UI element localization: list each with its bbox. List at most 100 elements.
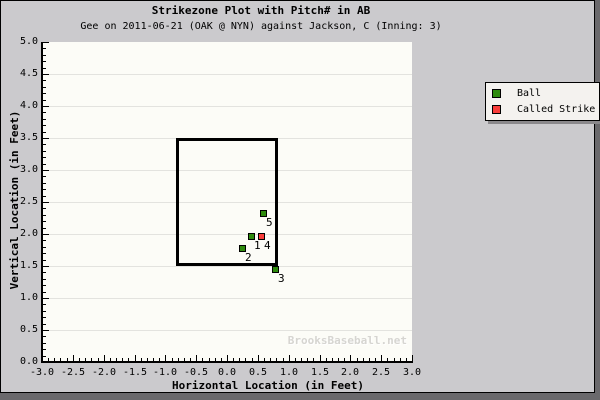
pitch-marker-ball [248, 233, 255, 240]
x-tick [190, 358, 191, 361]
x-tick-label: -2.5 [60, 367, 86, 378]
x-tick [301, 358, 302, 361]
x-tick [233, 358, 234, 361]
x-tick [178, 358, 179, 361]
y-tick [43, 234, 49, 235]
x-tick [400, 358, 401, 361]
legend: Ball Called Strike [485, 82, 600, 121]
y-tick [43, 164, 46, 165]
pitch-number-label: 3 [278, 272, 285, 285]
x-tick [283, 358, 284, 361]
y-tick [43, 132, 46, 133]
legend-item-ball: Ball [490, 85, 599, 101]
y-tick-label: 0.5 [19, 324, 38, 335]
called-strike-swatch-icon [492, 104, 501, 114]
y-tick [43, 304, 46, 305]
x-tick [258, 355, 259, 361]
gridline [43, 202, 412, 203]
x-axis-line [41, 361, 413, 363]
y-tick [43, 221, 46, 222]
y-tick [43, 170, 49, 171]
y-tick [43, 343, 46, 344]
pitch-number-label: 5 [266, 216, 273, 229]
x-tick-label: 3.0 [402, 367, 422, 378]
y-tick [43, 317, 46, 318]
x-tick [184, 358, 185, 361]
x-tick-label: -1.5 [122, 367, 148, 378]
y-tick [43, 266, 49, 267]
y-tick [43, 356, 46, 357]
y-tick [43, 285, 46, 286]
x-tick [48, 358, 49, 361]
x-tick [326, 358, 327, 361]
y-tick [43, 330, 49, 331]
y-tick [43, 228, 46, 229]
x-tick [369, 358, 370, 361]
chart-title: Strikezone Plot with Pitch# in AB [151, 4, 371, 17]
x-tick [202, 358, 203, 361]
ball-swatch-icon [492, 88, 501, 98]
x-tick [289, 355, 290, 361]
x-tick [128, 358, 129, 361]
x-tick [239, 358, 240, 361]
y-tick [43, 247, 46, 248]
x-tick [165, 355, 166, 361]
y-tick [43, 183, 46, 184]
y-tick [43, 324, 46, 325]
y-tick-label: 5.0 [19, 36, 38, 47]
gridline [43, 330, 412, 331]
y-tick [43, 125, 46, 126]
x-tick-label: 1.5 [310, 367, 330, 378]
x-tick [412, 355, 413, 361]
x-tick [307, 358, 308, 361]
pitch-number-label: 1 [254, 239, 261, 252]
x-tick [79, 358, 80, 361]
y-tick-label: 2.5 [19, 196, 38, 207]
x-tick [344, 358, 345, 361]
x-tick [172, 358, 173, 361]
x-tick [221, 358, 222, 361]
y-tick [43, 272, 46, 273]
pitch-marker-ball [239, 245, 246, 252]
x-tick [141, 358, 142, 361]
gridline [43, 170, 412, 171]
y-tick [43, 298, 49, 299]
x-tick [381, 355, 382, 361]
x-tick [104, 355, 105, 361]
y-tick [43, 55, 46, 56]
y-tick-label: 3.0 [19, 164, 38, 175]
x-tick [227, 355, 228, 361]
y-tick [43, 362, 49, 363]
y-tick [43, 106, 49, 107]
x-tick [394, 358, 395, 361]
x-tick-label: 0.5 [248, 367, 268, 378]
strikezone-rect [176, 138, 278, 266]
y-tick-label: 4.5 [19, 68, 38, 79]
x-tick [67, 358, 68, 361]
y-tick [43, 42, 49, 43]
y-tick-label: 3.5 [19, 132, 38, 143]
x-tick [42, 355, 43, 361]
x-tick [54, 358, 55, 361]
y-tick [43, 196, 46, 197]
y-axis-title: Vertical Location (in Feet) [8, 110, 21, 290]
x-tick-label: 0.0 [217, 367, 237, 378]
x-tick [270, 358, 271, 361]
x-tick [159, 358, 160, 361]
y-tick [43, 80, 46, 81]
y-tick [43, 157, 46, 158]
x-tick [135, 355, 136, 361]
x-tick-label: 2.5 [371, 367, 391, 378]
x-tick [332, 358, 333, 361]
y-tick [43, 349, 46, 350]
x-tick [153, 358, 154, 361]
x-tick [295, 358, 296, 361]
x-tick [110, 358, 111, 361]
x-axis-title: Horizontal Location (in Feet) [171, 379, 365, 392]
gridline [43, 298, 412, 299]
x-tick [60, 358, 61, 361]
y-tick [43, 138, 49, 139]
watermark: BrooksBaseball.net [287, 334, 407, 347]
